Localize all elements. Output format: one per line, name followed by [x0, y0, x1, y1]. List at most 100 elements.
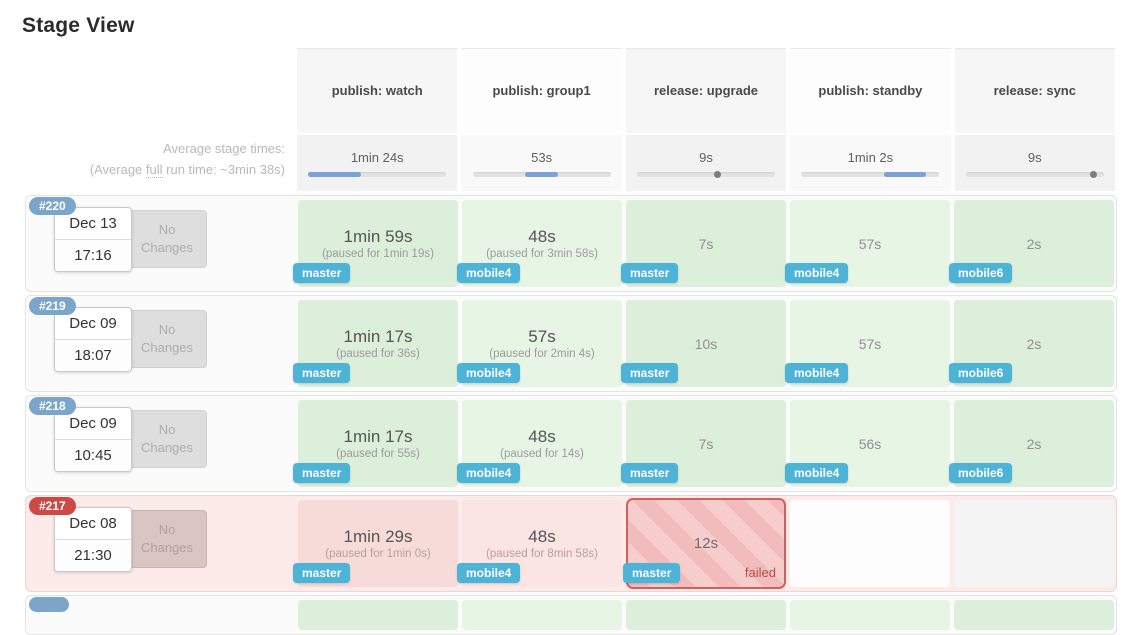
branch-badge: master [293, 263, 351, 283]
run-time: 18:07 [55, 340, 131, 371]
stage-duration: 48s [528, 527, 556, 546]
stage-paused-note: (paused for 1min 0s) [325, 548, 431, 560]
stage-cell[interactable]: 10s master [621, 300, 786, 387]
run-row-220: #220 Dec 13 17:16 No Changes 1min 59s (paused… [25, 195, 1117, 292]
branch-badge: mobile4 [785, 463, 849, 483]
stage-cell[interactable] [298, 600, 458, 630]
branch-badge: mobile4 [457, 463, 521, 483]
branch-badge: mobile4 [457, 363, 521, 383]
failed-label: failed [744, 565, 776, 580]
run-id-badge[interactable] [29, 597, 69, 612]
stage-cell[interactable]: 12s master failed [623, 498, 786, 589]
stage-duration: 1min 59s [343, 227, 413, 246]
stage-column-label: publish: watch [331, 82, 423, 98]
branch-badge: master [293, 463, 351, 483]
stage-average-cell: 9s [954, 135, 1115, 191]
stage-cell[interactable]: 2s mobile6 [949, 200, 1114, 287]
run-date: Dec 09 [55, 308, 131, 340]
stage-cell[interactable]: 1min 29s (paused for 1min 0s) master [293, 500, 458, 587]
average-stage-times-label: Average stage times: (Average full run t… [25, 135, 295, 191]
run-row-217: #217 Dec 08 21:30 No Changes 1min 29s (paused… [25, 495, 1117, 592]
stage-duration: 10s [694, 335, 718, 352]
bar-fill-segment [308, 171, 361, 177]
run-id-badge[interactable]: #220 [29, 197, 76, 215]
run-datetime[interactable]: Dec 09 18:07 [54, 307, 132, 372]
runs-list: #220 Dec 13 17:16 No Changes 1min 59s (paused… [25, 195, 1117, 592]
stage-cell-empty [954, 500, 1114, 587]
bar-fill-segment [525, 171, 559, 177]
avg-label-line2-prefix: (Average [89, 161, 146, 177]
stage-average-bar [637, 170, 775, 178]
stage-column-label: publish: group1 [492, 82, 591, 98]
run-changes: No Changes [127, 310, 207, 368]
stage-cell[interactable]: 7s master [621, 200, 786, 287]
run-time: 17:16 [55, 240, 131, 271]
stage-cell[interactable]: 2s mobile6 [949, 400, 1114, 487]
run-info: Dec 09 10:45 No Changes [26, 396, 296, 491]
run-time: 10:45 [55, 440, 131, 471]
stage-cell[interactable]: 57s mobile4 [785, 200, 950, 287]
run-id-badge[interactable]: #218 [29, 397, 76, 415]
stage-cell[interactable]: 1min 17s (paused for 55s) master [293, 400, 458, 487]
avg-row: Average stage times: (Average full run t… [25, 135, 1117, 191]
stage-cell[interactable] [626, 600, 786, 630]
stage-cell[interactable]: 48s (paused for 3min 58s) mobile4 [457, 200, 622, 287]
stage-column-header: publish: standby [790, 48, 951, 133]
stage-duration: 57s [528, 327, 556, 346]
header-corner-spacer [25, 48, 295, 133]
stage-paused-note: (paused for 1min 19s) [322, 248, 434, 260]
stage-paused-note: (paused for 3min 58s) [486, 248, 598, 260]
run-datetime[interactable]: Dec 08 21:30 [54, 507, 132, 572]
run-row-218: #218 Dec 09 10:45 No Changes 1min 17s (paused… [25, 395, 1117, 492]
stage-cell[interactable]: 48s (paused for 14s) mobile4 [457, 400, 622, 487]
stage-average-bar [472, 171, 611, 177]
stage-average-bar [801, 171, 940, 177]
run-datetime[interactable]: Dec 13 17:16 [54, 207, 132, 272]
run-date: Dec 08 [55, 508, 131, 540]
stage-paused-note: (paused for 8min 58s) [486, 548, 598, 560]
stage-cell[interactable] [790, 600, 950, 630]
branch-badge: mobile6 [949, 263, 1013, 283]
stage-cell[interactable]: 56s mobile4 [785, 400, 950, 487]
run-id-badge[interactable]: #217 [29, 497, 76, 515]
bar-dot-marker [714, 170, 722, 178]
stage-average-bar [965, 170, 1104, 178]
branch-badge: mobile6 [949, 463, 1013, 483]
stage-cell[interactable]: 57s (paused for 2min 4s) mobile4 [457, 300, 622, 387]
page-title: Stage View [22, 14, 135, 37]
branch-badge: mobile4 [785, 263, 849, 283]
run-date: Dec 13 [55, 208, 131, 240]
run-row-next-partial [25, 595, 1117, 635]
branch-badge: mobile4 [457, 263, 521, 283]
stage-duration: 1min 17s [343, 427, 413, 446]
run-time: 21:30 [55, 540, 131, 571]
bar-dot-marker [1089, 170, 1097, 178]
stage-cell[interactable]: 7s master [621, 400, 786, 487]
stage-cell-empty [790, 500, 950, 587]
run-datetime[interactable]: Dec 09 10:45 [54, 407, 132, 472]
stage-cell[interactable]: 2s mobile6 [949, 300, 1114, 387]
branch-badge: master [293, 563, 351, 583]
bar-fill-segment [884, 171, 926, 177]
stage-cell[interactable]: 57s mobile4 [785, 300, 950, 387]
avg-label-line2-suffix: run time: ~3min 38s) [162, 161, 285, 177]
stage-average-cell: 1min 24s [297, 135, 458, 191]
stage-cell[interactable]: 1min 59s (paused for 1min 19s) master [293, 200, 458, 287]
branch-badge: mobile4 [457, 563, 521, 583]
stage-average-time: 53s [531, 149, 553, 165]
stage-cell[interactable] [462, 600, 622, 630]
stage-average-cell: 9s [625, 135, 787, 191]
stage-column-label: publish: standby [818, 82, 923, 98]
stage-average-time: 1min 2s [847, 149, 894, 165]
stage-cell[interactable]: 48s (paused for 8min 58s) mobile4 [457, 500, 622, 587]
run-date: Dec 09 [55, 408, 131, 440]
run-id-badge[interactable]: #219 [29, 297, 76, 315]
stage-cell[interactable]: 1min 17s (paused for 36s) master [293, 300, 458, 387]
stage-cell[interactable] [954, 600, 1114, 630]
stage-column-label: release: sync [993, 82, 1076, 98]
stage-column-header: publish: watch [297, 48, 458, 133]
stage-duration: 56s [858, 435, 882, 452]
stage-average-time: 1min 24s [350, 149, 404, 165]
stage-duration: 2s [1026, 435, 1042, 452]
stage-duration: 57s [858, 235, 882, 252]
